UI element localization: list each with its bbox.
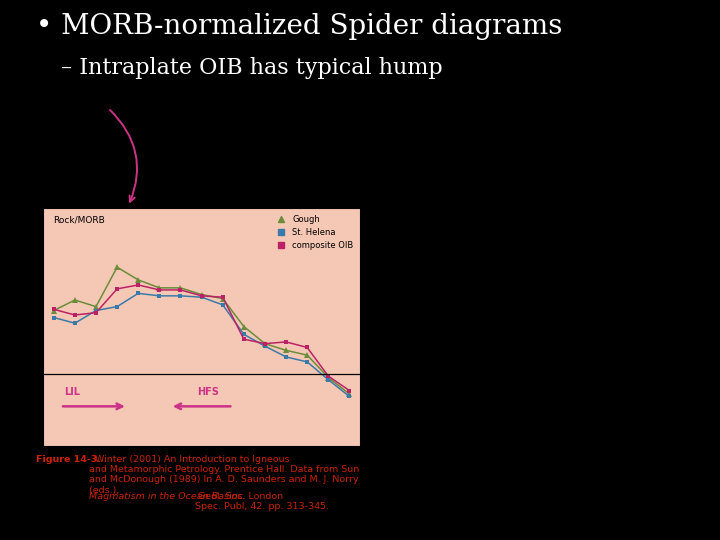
St. Helena [91,307,100,314]
composite OIB [113,286,122,292]
Text: LIL: LIL [64,387,81,397]
Line: St. Helena: St. Helena [51,291,352,399]
Gough [91,303,100,310]
Text: Figure 14-3.: Figure 14-3. [36,455,101,464]
Gough [155,285,163,291]
Gough [345,391,354,397]
Gough [134,276,143,283]
St. Helena [218,302,227,308]
Text: Rock/MORB: Rock/MORB [53,215,104,224]
Gough [240,323,248,330]
Gough [113,264,122,271]
St. Helena [134,290,143,296]
St. Helena [176,293,185,299]
St. Helena [50,314,58,321]
Text: • MORB-normalized Spider diagrams: • MORB-normalized Spider diagrams [36,14,562,40]
Gough [261,340,269,347]
Line: Gough: Gough [51,265,352,397]
Gough [50,307,58,314]
Text: Winter (2001) An Introduction to Igneous
and Metamorphic Petrology. Prentice Hal: Winter (2001) An Introduction to Igneous… [89,455,359,495]
composite OIB [303,344,312,350]
St. Helena [261,343,269,349]
composite OIB [324,373,333,380]
Gough [176,285,185,291]
Text: HFS: HFS [197,387,220,397]
composite OIB [50,306,58,313]
composite OIB [134,282,143,288]
Text: Geol. Soc. London
Spec. Publ, 42. pp. 313-345.: Geol. Soc. London Spec. Publ, 42. pp. 31… [195,491,329,511]
composite OIB [261,340,269,347]
composite OIB [218,294,227,300]
Legend: Gough, St. Helena, composite OIB: Gough, St. Helena, composite OIB [271,212,356,252]
St. Helena [113,303,122,310]
Gough [324,374,333,381]
Gough [197,291,206,298]
composite OIB [71,312,79,318]
St. Helena [197,294,206,300]
St. Helena [303,359,312,365]
composite OIB [197,293,206,299]
Gough [303,352,312,359]
composite OIB [176,287,185,293]
Gough [218,295,227,302]
St. Helena [324,376,333,383]
Gough [282,347,290,354]
composite OIB [155,287,163,293]
composite OIB [282,339,290,345]
Gough [71,297,79,303]
St. Helena [345,393,354,400]
composite OIB [240,336,248,342]
St. Helena [155,293,163,299]
Text: Magmatism in the Ocean Basins.: Magmatism in the Ocean Basins. [89,491,246,501]
composite OIB [345,387,354,394]
Text: – Intraplate OIB has typical hump: – Intraplate OIB has typical hump [61,57,443,79]
St. Helena [71,320,79,327]
St. Helena [282,354,290,360]
composite OIB [91,309,100,316]
St. Helena [240,331,248,338]
Line: composite OIB: composite OIB [51,282,352,393]
